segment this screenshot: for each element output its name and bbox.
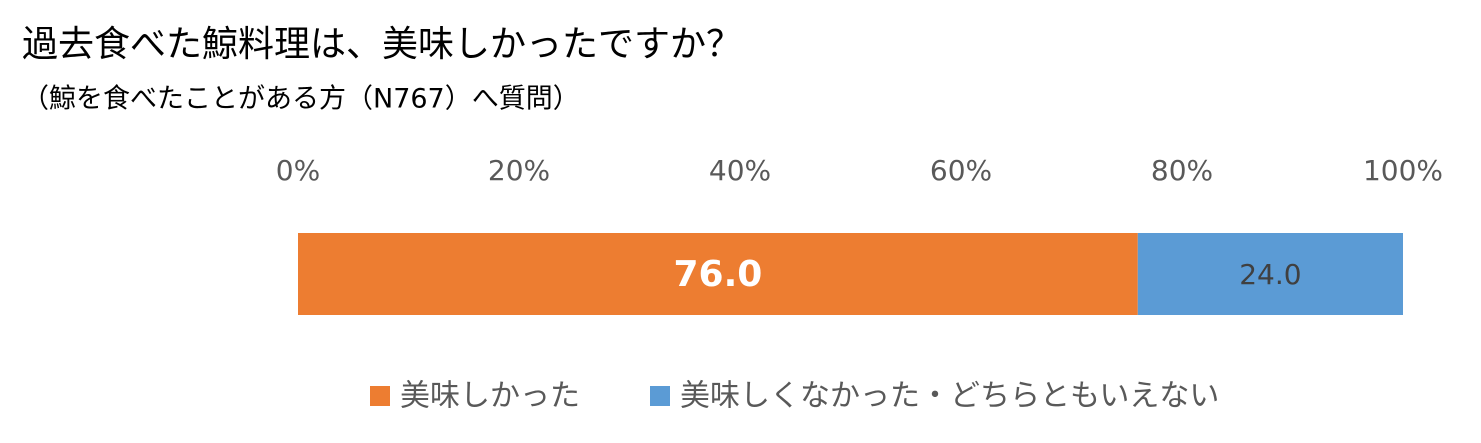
data-label: 76.0 <box>673 254 762 295</box>
bar-segment <box>298 233 1138 315</box>
data-label: 24.0 <box>1239 258 1301 291</box>
x-tick-label: 80% <box>1151 154 1213 187</box>
x-tick-label: 0% <box>276 154 320 187</box>
legend-label: 美味しかった <box>400 379 580 414</box>
bar-segment <box>1137 233 1403 315</box>
x-tick-label: 100% <box>1363 154 1443 187</box>
chart-title: 過去食べた鯨料理は、美味しかったですか？ <box>22 24 742 65</box>
x-tick-label: 20% <box>488 154 550 187</box>
legend-swatch <box>650 386 670 406</box>
legend-label: 美味しくなかった・どちらともいえない <box>680 379 1219 414</box>
legend-swatch <box>370 386 390 406</box>
x-tick-label: 40% <box>709 154 771 187</box>
x-tick-label: 60% <box>930 154 992 187</box>
chart-subtitle: （鯨を食べたことがある方（N767）へ質問） <box>22 84 580 115</box>
